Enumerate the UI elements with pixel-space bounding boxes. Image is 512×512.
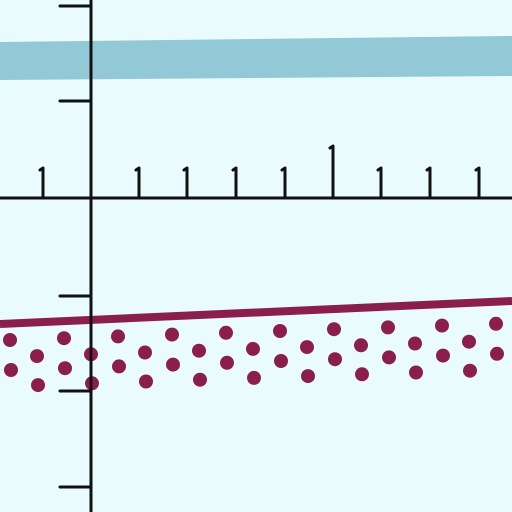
dot bbox=[409, 365, 423, 380]
horizontal-axis-tick bbox=[182, 166, 189, 200]
dot bbox=[192, 343, 206, 358]
dot bbox=[382, 350, 396, 365]
dot bbox=[138, 345, 152, 360]
dot bbox=[220, 355, 234, 370]
dot bbox=[247, 370, 261, 385]
dot bbox=[165, 327, 179, 342]
dot bbox=[489, 316, 503, 331]
dot bbox=[58, 361, 72, 376]
dot bbox=[112, 359, 126, 374]
dot bbox=[328, 352, 342, 367]
blue-band bbox=[0, 36, 512, 80]
horizontal-axis-tick bbox=[328, 144, 335, 200]
dot bbox=[300, 340, 314, 355]
dot bbox=[4, 363, 18, 377]
dot bbox=[490, 346, 504, 361]
horizontal-axis-tick bbox=[280, 166, 287, 200]
dot bbox=[139, 374, 153, 389]
dot bbox=[462, 334, 476, 349]
dot bbox=[246, 341, 260, 356]
horizontal-axis-ticks bbox=[38, 144, 481, 200]
dot bbox=[31, 378, 45, 393]
horizontal-axis-tick bbox=[376, 166, 383, 200]
horizontal-axis-tick bbox=[134, 166, 141, 200]
dot bbox=[463, 363, 477, 378]
dot bbox=[3, 333, 17, 347]
dot bbox=[436, 348, 450, 363]
maroon-line bbox=[0, 297, 512, 328]
horizontal-axis-tick bbox=[474, 166, 481, 200]
dot bbox=[435, 318, 449, 333]
dot bbox=[301, 369, 315, 384]
dot bbox=[408, 336, 422, 351]
dot bbox=[57, 331, 71, 346]
dot bbox=[355, 367, 369, 382]
dot bbox=[354, 338, 368, 353]
dot bbox=[111, 329, 125, 344]
vertical-axis-ticks bbox=[58, 4, 93, 489]
dot bbox=[219, 325, 233, 340]
dot bbox=[273, 324, 287, 338]
horizontal-axis-tick bbox=[231, 166, 238, 200]
dot bbox=[193, 372, 207, 387]
horizontal-axis-tick bbox=[38, 166, 45, 200]
dot bbox=[30, 349, 44, 364]
dot bbox=[166, 357, 180, 372]
dot bbox=[381, 320, 395, 335]
dot-strip bbox=[3, 316, 504, 393]
horizontal-axis-tick bbox=[425, 166, 432, 200]
dot bbox=[327, 322, 341, 337]
dot bbox=[274, 354, 288, 368]
